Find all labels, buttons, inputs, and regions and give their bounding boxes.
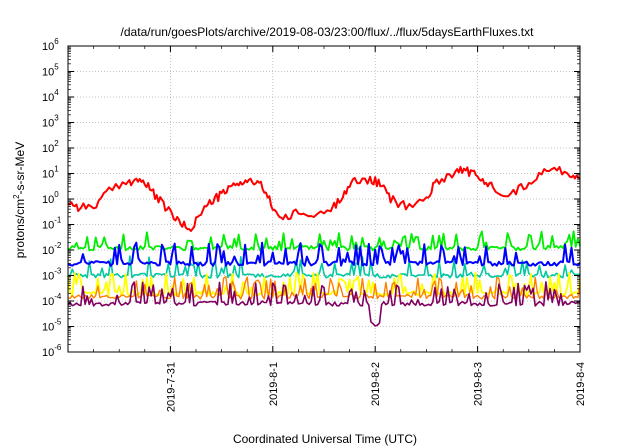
x-tick-label: 2019-7-31 (165, 362, 177, 412)
y-label-part-2: -s-sr-MeV (13, 142, 27, 195)
series-line-7 (67, 281, 581, 327)
y-tick-label: 10-5 (42, 318, 62, 334)
y-tick-label: 103 (42, 114, 59, 130)
y-tick-label: 100 (42, 190, 59, 206)
series-line-1 (67, 165, 581, 232)
y-tick-label: 102 (42, 139, 59, 155)
x-axis-label: Coordinated Universal Time (UTC) (233, 432, 417, 446)
y-tick-label: 105 (42, 63, 59, 79)
series-line-3 (67, 255, 581, 279)
x-tick-label: 2019-8-4 (575, 362, 587, 406)
y-tick-label: 10-3 (42, 267, 62, 283)
y-tick-label: 10-6 (42, 343, 62, 359)
y-tick-label: 10-4 (42, 292, 62, 308)
axes: 10-6 10-5 10-4 10-3 10-2 10-1 100 101 102 103 104 1… (42, 37, 587, 412)
x-tick-label: 2019-8-3 (473, 362, 485, 406)
y-axis-label: protons/cm2-s-sr-MeV (12, 142, 27, 258)
y-tick-label: 101 (42, 165, 59, 181)
y-tick-label: 104 (42, 88, 59, 104)
series-line-2 (67, 230, 581, 252)
y-label-superscript: 2 (12, 194, 21, 199)
y-tick-label: 106 (42, 37, 59, 53)
series-line-4 (67, 241, 581, 267)
x-tick-label: 2019-8-2 (370, 362, 382, 406)
y-label-part-1: protons/cm (13, 199, 27, 258)
x-tick-label: 2019-8-1 (268, 362, 280, 406)
y-tick-label: 10-1 (42, 216, 62, 232)
series-layer (67, 165, 581, 327)
chart-title: /data/run/goesPlots/archive/2019-08-03/2… (121, 25, 535, 39)
grid (68, 46, 580, 352)
y-tick-label: 10-2 (42, 241, 62, 257)
